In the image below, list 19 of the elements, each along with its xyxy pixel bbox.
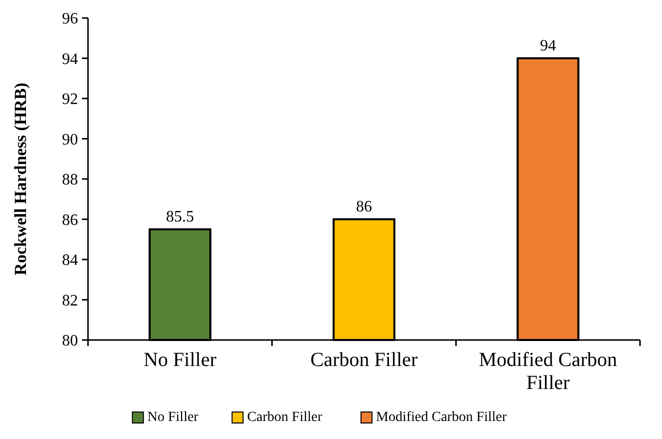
data-label: 85.5 <box>166 208 194 226</box>
y-tick-label: 94 <box>62 50 78 68</box>
y-axis-title: Rockwell Hardness (HRB) <box>11 82 30 276</box>
legend-label: No Filler <box>147 410 199 425</box>
data-label: 94 <box>540 37 556 54</box>
x-tick-label: Carbon Filler <box>310 349 418 371</box>
y-tick-label: 90 <box>62 131 78 148</box>
y-tick-label: 96 <box>62 10 78 28</box>
y-tick-label: 84 <box>62 252 78 270</box>
x-tick-label: Modified Carbon Filler <box>478 349 618 394</box>
y-tick-label: 92 <box>62 91 78 108</box>
x-tick-label: No Filler <box>144 349 217 371</box>
legend-label: Modified Carbon Filler <box>376 410 507 425</box>
y-tick-label: 86 <box>62 212 78 229</box>
y-tick-label: 80 <box>62 332 78 350</box>
y-tick-label: 82 <box>62 292 78 310</box>
legend-label: Carbon Filler <box>247 410 322 425</box>
data-label: 86 <box>356 198 372 216</box>
y-tick-label: 88 <box>62 172 78 189</box>
